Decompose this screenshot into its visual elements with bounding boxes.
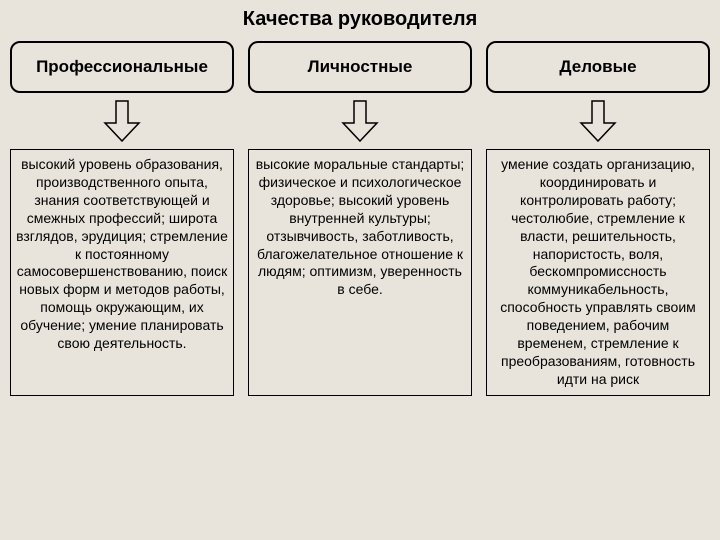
page-title: Качества руководителя <box>10 8 710 31</box>
desc-personal: высокие моральные стандарты; физическое … <box>248 149 472 396</box>
header-professional: Профессиональные <box>10 41 234 93</box>
column-professional: Профессиональные высокий уровень образов… <box>10 41 234 396</box>
desc-business: умение создать организацию, координирова… <box>486 149 710 396</box>
columns-container: Профессиональные высокий уровень образов… <box>10 41 710 396</box>
column-business: Деловые умение создать организацию, коор… <box>486 41 710 396</box>
arrow-down-icon <box>486 99 710 143</box>
arrow-down-icon <box>10 99 234 143</box>
column-personal: Личностные высокие моральные стандарты; … <box>248 41 472 396</box>
arrow-down-icon <box>248 99 472 143</box>
header-personal: Личностные <box>248 41 472 93</box>
header-business: Деловые <box>486 41 710 93</box>
desc-professional: высокий уровень образования, производств… <box>10 149 234 396</box>
